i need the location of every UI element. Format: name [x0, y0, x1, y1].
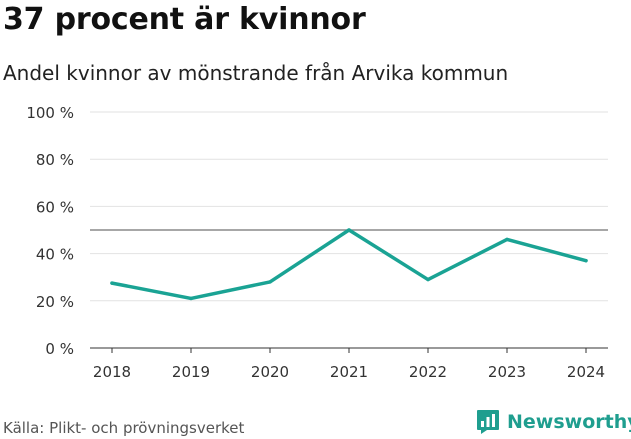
y-tick-label-100: 100 %	[26, 104, 74, 122]
brand-name: Newsworthy	[507, 411, 631, 433]
brand-logo: Newsworthy	[476, 407, 631, 437]
data-point-2020	[268, 280, 272, 284]
chart-subtitle: Andel kvinnor av mönstrande från Arvika …	[3, 61, 509, 85]
x-tick-label-2023: 2023	[488, 363, 526, 381]
y-tick-label-80: 80 %	[36, 151, 74, 169]
x-tick-label-2022: 2022	[409, 363, 447, 381]
x-tick-label-2019: 2019	[172, 363, 210, 381]
gridlines	[90, 111, 608, 302]
x-tick-label-2021: 2021	[330, 363, 368, 381]
data-point-2024	[584, 258, 588, 263]
data-point-2018	[110, 281, 114, 285]
x-tick-label-2020: 2020	[251, 363, 289, 381]
y-tick-label-0: 0 %	[45, 340, 74, 358]
data-point-2022	[426, 277, 430, 282]
newsworthy-logo-icon	[477, 410, 499, 434]
data-point-2019	[189, 296, 193, 301]
data-point-2023	[505, 237, 509, 242]
series-group	[110, 228, 588, 301]
x-tick-label-2024: 2024	[567, 363, 605, 381]
chart-title: 37 procent är kvinnor	[3, 2, 366, 37]
series-line-0	[110, 228, 588, 301]
y-tick-label-40: 40 %	[36, 246, 74, 264]
source-note: Källa: Plikt- och prövningsverket	[3, 419, 245, 437]
y-axis-tick-labels: 0 % 20 % 40 % 60 % 80 % 100 %	[26, 104, 74, 358]
data-point-2021	[347, 228, 351, 232]
x-axis: 2018 2019 2020 2021 2022 2023 2024	[90, 347, 608, 381]
y-tick-label-60: 60 %	[36, 198, 74, 216]
line-chart: 0 % 20 % 40 % 60 % 80 % 100 % 2018 2019 2020 202…	[26, 104, 608, 381]
y-tick-label-20: 20 %	[36, 293, 74, 311]
x-tick-label-2018: 2018	[93, 363, 131, 381]
